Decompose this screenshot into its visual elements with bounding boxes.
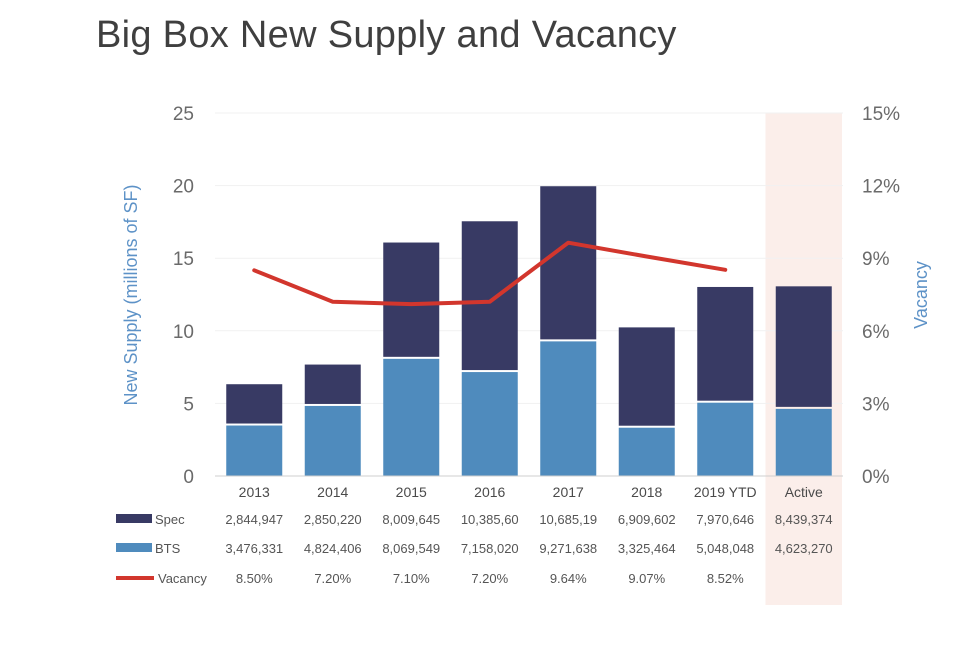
- table-cell-bts: 3,325,464: [618, 541, 676, 556]
- legend-swatch-spec: [116, 514, 152, 523]
- x-tick-label: Active: [785, 484, 823, 500]
- bar-spec: [383, 242, 440, 357]
- table-cell-vacancy: 9.07%: [628, 571, 665, 586]
- table-cell-vacancy: 7.20%: [471, 571, 508, 586]
- table-cell-spec: 7,970,646: [696, 512, 754, 527]
- table-cell-bts: 3,476,331: [225, 541, 283, 556]
- bar-bts: [461, 372, 518, 476]
- table-cell-vacancy: 8.50%: [236, 571, 273, 586]
- table-cell-vacancy: 7.10%: [393, 571, 430, 586]
- bar-bts: [304, 405, 361, 476]
- table-cell-bts: 4,824,406: [304, 541, 362, 556]
- table-cell-spec: 2,844,947: [225, 512, 283, 527]
- x-tick-label: 2018: [631, 484, 662, 500]
- y-tick-label: 5: [183, 394, 194, 415]
- table-cell-bts: 4,623,270: [775, 541, 833, 556]
- legend-label-spec: Spec: [155, 512, 185, 527]
- table-cell-spec: 8,439,374: [775, 512, 833, 527]
- table-cell-bts: 9,271,638: [539, 541, 597, 556]
- y2-tick-label: 6%: [862, 322, 890, 343]
- x-tick-label: 2013: [239, 484, 270, 500]
- y2-axis-label: Vacancy: [911, 261, 931, 329]
- y-tick-label: 15: [173, 249, 194, 270]
- y-axis-label: New Supply (millions of SF): [121, 184, 141, 405]
- y-tick-label: 25: [173, 104, 194, 125]
- x-tick-label: 2014: [317, 484, 348, 500]
- bar-bts: [618, 427, 675, 476]
- table-cell-spec: 10,685,19: [539, 512, 597, 527]
- vacancy-line: [252, 240, 728, 307]
- chart-title: Big Box New Supply and Vacancy: [96, 14, 677, 56]
- table-cell-bts: 7,158,020: [461, 541, 519, 556]
- table-cell-vacancy: 8.52%: [707, 571, 744, 586]
- table-cell-spec: 10,385,60: [461, 512, 519, 527]
- x-tick-label: 2015: [396, 484, 427, 500]
- y2-tick-label: 9%: [862, 249, 890, 270]
- table-cell-vacancy: 9.64%: [550, 571, 587, 586]
- y-tick-label: 0: [183, 467, 194, 488]
- bar-spec: [775, 286, 832, 407]
- bar-spec: [226, 384, 283, 424]
- y2-tick-label: 3%: [862, 394, 890, 415]
- legend-label-vacancy: Vacancy: [158, 571, 207, 586]
- bar-bts: [697, 402, 754, 476]
- bar-spec: [461, 221, 518, 371]
- bar-bts: [540, 341, 597, 476]
- legend-swatch-bts: [116, 543, 152, 552]
- y2-tick-label: 12%: [862, 177, 900, 198]
- table-cell-spec: 6,909,602: [618, 512, 676, 527]
- x-tick-label: 2017: [553, 484, 584, 500]
- bar-bts: [383, 358, 440, 476]
- bar-bts: [775, 408, 832, 476]
- table-cell-bts: 8,069,549: [382, 541, 440, 556]
- bar-spec: [697, 286, 754, 401]
- table-cell-spec: 8,009,645: [382, 512, 440, 527]
- y-tick-label: 10: [173, 322, 194, 343]
- table-cell-bts: 5,048,048: [696, 541, 754, 556]
- legend-label-bts: BTS: [155, 541, 181, 556]
- x-tick-label: 2016: [474, 484, 505, 500]
- table-cell-vacancy: 7.20%: [314, 571, 351, 586]
- bar-spec: [304, 364, 361, 404]
- x-tick-label: 2019 YTD: [694, 484, 757, 500]
- y-tick-label: 20: [173, 177, 194, 198]
- table-cell-spec: 2,850,220: [304, 512, 362, 527]
- bar-bts: [226, 425, 283, 476]
- bar-spec: [540, 186, 597, 340]
- bar-spec: [618, 327, 675, 426]
- y2-tick-label: 15%: [862, 104, 900, 125]
- y2-tick-label: 0%: [862, 467, 890, 488]
